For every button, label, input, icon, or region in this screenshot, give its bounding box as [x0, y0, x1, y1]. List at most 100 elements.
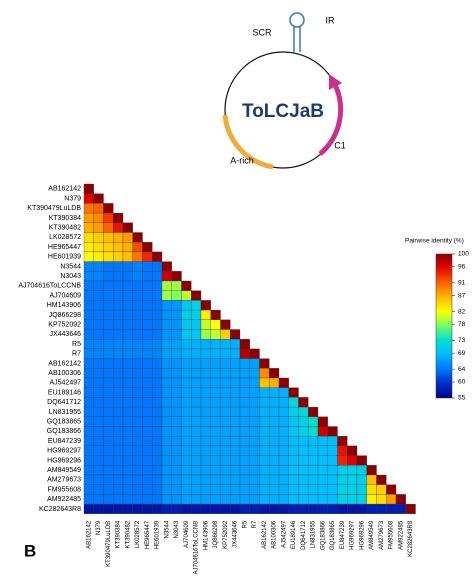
heatmap-cell	[182, 427, 192, 437]
heatmap-cell	[191, 465, 201, 475]
column-label: R7	[252, 520, 258, 528]
heatmap-cell	[84, 465, 94, 475]
heatmap-cell	[94, 281, 104, 291]
heatmap-cell	[133, 436, 143, 446]
column-label: AJ704609	[184, 520, 190, 548]
heatmap-cell	[94, 475, 104, 485]
heatmap-cell	[386, 485, 396, 495]
heatmap-cell	[318, 417, 328, 427]
heatmap-cell	[260, 378, 270, 388]
column-label: HE601939	[155, 520, 161, 549]
heatmap-cell	[152, 330, 162, 340]
heatmap-cell	[143, 388, 153, 398]
heatmap-cell	[230, 436, 240, 446]
heatmap-cell	[279, 397, 289, 407]
heatmap-cell	[191, 339, 201, 349]
heatmap-cell	[104, 378, 114, 388]
heatmap-cell	[133, 378, 143, 388]
heatmap-cell	[104, 330, 114, 340]
heatmap-cell	[367, 494, 377, 504]
colorbar-title: Pairwise identity (%)	[405, 238, 464, 245]
heatmap-cell	[152, 475, 162, 485]
ir-label: IR	[326, 15, 336, 25]
heatmap-cell	[338, 436, 348, 446]
heatmap-cell	[152, 504, 162, 514]
row-label: GQ183866	[47, 428, 81, 435]
heatmap-cell	[367, 504, 377, 514]
heatmap-cell	[201, 407, 211, 417]
heatmap-cell	[211, 330, 221, 340]
heatmap-cell	[240, 368, 250, 378]
heatmap-cell	[94, 465, 104, 475]
heatmap-cell	[250, 446, 260, 456]
heatmap-cell	[152, 427, 162, 437]
heatmap-cell	[162, 262, 172, 272]
heatmap-cell	[279, 436, 289, 446]
heatmap-cell	[289, 494, 299, 504]
heatmap-cell	[123, 320, 133, 330]
heatmap-cell	[201, 417, 211, 427]
heatmap-cell	[152, 300, 162, 310]
heatmap-cell	[104, 252, 114, 262]
heatmap-cell	[123, 330, 133, 340]
heatmap-cell	[162, 417, 172, 427]
heatmap-cell	[221, 397, 231, 407]
heatmap-cell	[230, 339, 240, 349]
heatmap-cell	[191, 368, 201, 378]
heatmap-cell	[172, 456, 182, 466]
heatmap-cell	[221, 378, 231, 388]
heatmap-cell	[182, 378, 192, 388]
heatmap-cell	[104, 291, 114, 301]
heatmap-cell	[123, 339, 133, 349]
heatmap-cell	[123, 242, 133, 252]
heatmap-cell	[104, 397, 114, 407]
heatmap-cell	[133, 456, 143, 466]
row-label: AJ542497	[49, 380, 81, 387]
heatmap-cell	[84, 436, 94, 446]
heatmap-cell	[279, 446, 289, 456]
heatmap-cell	[104, 456, 114, 466]
heatmap-cell	[308, 494, 318, 504]
heatmap-cell	[269, 436, 279, 446]
row-label: KT390479LuLDB	[27, 205, 81, 212]
heatmap-cell	[338, 465, 348, 475]
heatmap-cell	[318, 485, 328, 495]
heatmap-cell	[182, 475, 192, 485]
heatmap-cell	[133, 417, 143, 427]
heatmap-cell	[328, 465, 338, 475]
heatmap-cell	[133, 349, 143, 359]
heatmap-cell	[289, 485, 299, 495]
heatmap-cell	[318, 504, 328, 514]
heatmap-cell	[172, 417, 182, 427]
row-label: AB162142	[48, 186, 81, 193]
heatmap-cell	[357, 504, 367, 514]
row-label: R5	[72, 341, 81, 348]
column-label: HE965447	[145, 520, 151, 549]
heatmap-cell	[94, 388, 104, 398]
heatmap-cell	[133, 504, 143, 514]
heatmap-cell	[201, 427, 211, 437]
heatmap-cell	[230, 417, 240, 427]
heatmap-cell	[230, 407, 240, 417]
row-label: AJ704616ToLCCNB	[18, 283, 81, 290]
heatmap-cell	[211, 339, 221, 349]
heatmap-cell	[357, 465, 367, 475]
heatmap-cell	[201, 310, 211, 320]
heatmap-cell	[191, 407, 201, 417]
stem-loop	[290, 13, 304, 27]
heatmap-cell	[123, 494, 133, 504]
heatmap-cell	[143, 485, 153, 495]
heatmap-cell	[123, 262, 133, 272]
heatmap-cell	[299, 485, 309, 495]
heatmap-cell	[211, 320, 221, 330]
heatmap-cell	[182, 494, 192, 504]
heatmap-cell	[240, 349, 250, 359]
heatmap-cell	[221, 417, 231, 427]
heatmap-cell	[357, 456, 367, 466]
row-label: JX443646	[49, 331, 81, 338]
heatmap-cell	[240, 456, 250, 466]
heatmap-cell	[113, 388, 123, 398]
heatmap-cell	[94, 485, 104, 495]
heatmap-cell	[104, 417, 114, 427]
heatmap-cell	[84, 494, 94, 504]
